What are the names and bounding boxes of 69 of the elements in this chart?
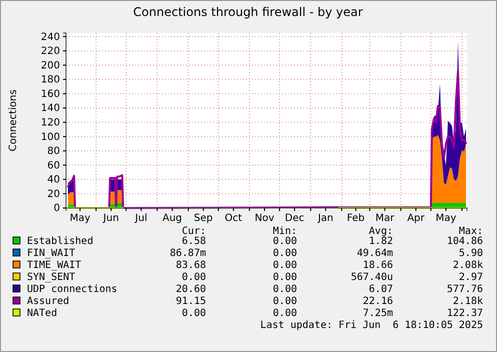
y-tick-label: 160: [40, 88, 60, 100]
x-tick-label: May: [70, 213, 90, 224]
text: Last update: Fri Jun 6 18:10:05 2025: [260, 320, 483, 331]
y-tick-label: 0: [54, 203, 60, 214]
legend-label: NATed: [27, 308, 58, 319]
y-tick-label: 220: [40, 46, 60, 58]
y-tick-label: 120: [40, 117, 60, 128]
text: 0.00: [272, 260, 297, 271]
y-tick-label: 140: [40, 103, 60, 114]
chart-title: Connections through firewall - by year: [133, 5, 363, 19]
legend-label: TIME_WAIT: [27, 260, 82, 271]
text: 577.76: [446, 284, 483, 295]
legend-label: Assured: [27, 296, 70, 307]
x-tick-label: Apr: [407, 213, 426, 224]
line-series: [67, 70, 467, 209]
text: 2.08k: [452, 260, 483, 271]
y-axis-title: Connections: [8, 90, 19, 152]
text: 2.18k: [452, 296, 483, 307]
y-tick-label: 20: [47, 188, 60, 200]
text: 5.90: [458, 248, 483, 259]
legend-label: Established: [27, 236, 94, 247]
text: 18.66: [362, 260, 393, 271]
x-tick-label: Nov: [254, 213, 274, 224]
text: Min:: [272, 226, 297, 237]
x-tick-label: May: [436, 213, 456, 224]
text: 0.00: [272, 308, 297, 319]
x-tick-label: Feb: [346, 213, 365, 224]
text: Cur:: [182, 226, 206, 237]
text: 49.64m: [356, 248, 393, 259]
y-tick-label: 40: [47, 174, 60, 186]
x-tick-label: Jun: [102, 213, 119, 224]
text: 91.15: [176, 296, 206, 307]
x-tick-label: Sep: [194, 213, 213, 224]
x-tick-label: Jan: [316, 213, 334, 224]
text: 0.00: [272, 296, 297, 307]
x-tick-label: Aug: [162, 213, 182, 224]
text: 0.00: [272, 284, 297, 295]
text: 0.00: [182, 272, 206, 283]
x-tick-label: Jul: [134, 213, 148, 224]
text: 567.40u: [350, 272, 393, 283]
text: 83.68: [176, 260, 206, 271]
text: 1.82: [368, 236, 393, 247]
text: 7.25m: [362, 308, 393, 319]
y-tick-label: 240: [40, 32, 60, 43]
text: 6.58: [182, 236, 206, 247]
text: 86.87m: [170, 248, 206, 259]
y-tick-label: 80: [47, 146, 60, 158]
legend-label: SYN_SENT: [27, 272, 76, 283]
y-tick-label: 180: [40, 74, 60, 86]
text: 0.00: [272, 248, 297, 259]
text: 0.00: [272, 236, 297, 247]
text: 0.00: [182, 308, 206, 319]
y-tick-label: 200: [40, 60, 60, 72]
text: 122.37: [446, 308, 483, 319]
x-tick-label: Dec: [284, 213, 304, 224]
text: 104.86: [446, 236, 483, 247]
text: Max:: [458, 226, 483, 237]
text: Avg:: [368, 226, 393, 237]
legend-label: FIN_WAIT: [27, 248, 76, 259]
text: 20.60: [176, 284, 206, 295]
text: 0.00: [272, 272, 297, 283]
text: 6.07: [368, 284, 393, 295]
x-tick-label: Mar: [375, 213, 396, 224]
legend-label: UDP connections: [27, 284, 118, 295]
y-tick-label: 60: [47, 160, 60, 172]
text: 22.16: [362, 296, 393, 307]
y-tick-label: 100: [40, 132, 60, 143]
text: 2.97: [458, 272, 483, 283]
x-tick-label: Oct: [224, 213, 242, 224]
